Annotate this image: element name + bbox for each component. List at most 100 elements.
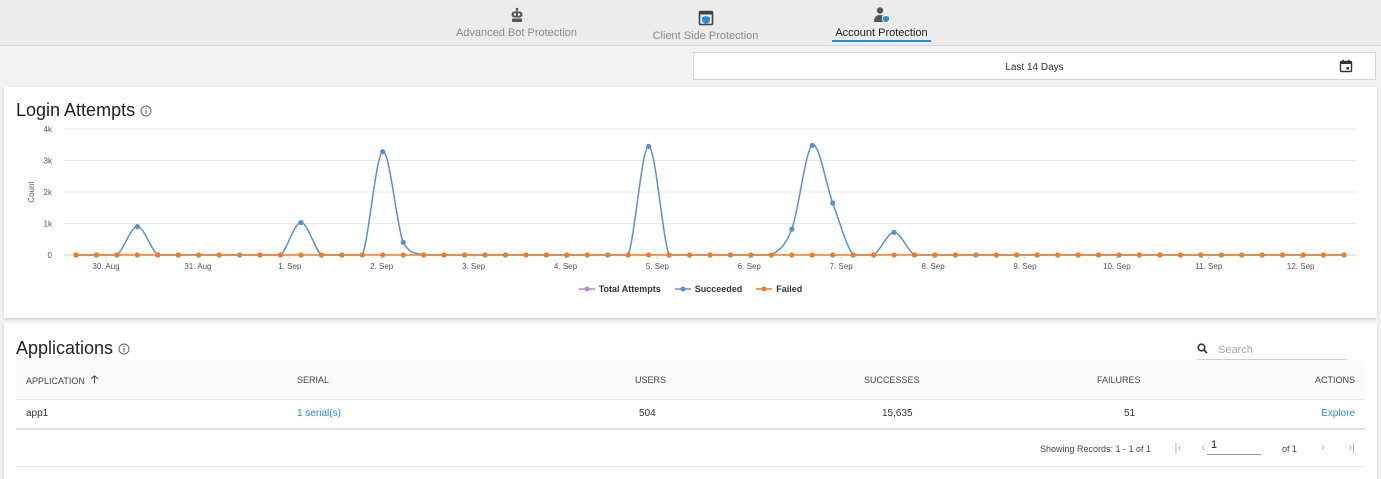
serials-link[interactable]: 1 serial(s) <box>297 408 341 419</box>
failed-point <box>277 252 284 258</box>
calendar-icon[interactable] <box>1339 59 1353 76</box>
search-input[interactable]: Search <box>1197 341 1347 360</box>
succeeded-point <box>298 219 304 226</box>
tab-account-protection[interactable]: Account Protection <box>832 6 931 44</box>
applications-title: Applications <box>16 338 114 358</box>
login-attempts-heading: Login Attempts <box>16 100 152 121</box>
succeeded-point <box>830 200 836 206</box>
failed-point <box>523 252 529 258</box>
failed-point <box>73 252 79 258</box>
y-axis-label: Count <box>27 181 36 203</box>
info-icon[interactable] <box>140 105 152 117</box>
x-tick-label: 9. Sep <box>1013 262 1037 271</box>
chart-legend: Total Attempts Succeeded Failed <box>4 284 1377 294</box>
failed-point <box>748 252 754 258</box>
failed-point <box>318 252 325 258</box>
failed-point <box>830 252 836 258</box>
failed-point <box>1218 252 1224 258</box>
failed-point <box>952 252 959 258</box>
page-number-input[interactable]: 1 <box>1207 439 1261 455</box>
failed-point <box>1198 252 1204 258</box>
x-tick-label: 31. Aug <box>184 262 211 271</box>
column-header-failures[interactable]: FAILURES <box>1097 375 1141 385</box>
user-shield-icon <box>873 6 891 24</box>
cell-application: app1 <box>26 408 49 419</box>
legend-label: Failed <box>776 284 803 294</box>
product-tabs: Advanced Bot Protection Client Side Prot… <box>0 0 1381 46</box>
failed-point <box>380 252 386 258</box>
failed-point <box>1300 252 1306 258</box>
login-attempts-title: Login Attempts <box>16 100 136 120</box>
table-header: APPLICATION SERIAL USERS SUCCESSES FAILU… <box>16 361 1365 400</box>
column-header-successes[interactable]: SUCCESSES <box>864 375 920 385</box>
y-tick-label: 1k <box>44 220 53 229</box>
failed-point <box>1341 252 1347 258</box>
failed-point <box>175 252 181 258</box>
cell-successes: 15,635 <box>882 408 913 419</box>
failed-point <box>257 252 263 258</box>
cell-users: 504 <box>639 408 656 419</box>
failed-point <box>1014 252 1020 258</box>
failed-point <box>237 252 243 258</box>
tab-label: Account Protection <box>835 27 928 39</box>
failed-point <box>564 252 570 258</box>
failed-point <box>707 252 713 258</box>
succeeded-point <box>789 226 795 232</box>
failed-point <box>93 252 100 258</box>
legend-item-failed[interactable]: Failed <box>756 284 802 294</box>
legend-label: Succeeded <box>694 284 743 294</box>
failed-point <box>441 252 447 258</box>
failed-point <box>850 252 856 258</box>
failed-point <box>993 252 999 258</box>
failed-point <box>1157 252 1163 258</box>
column-header-serial[interactable]: SERIAL <box>297 375 330 385</box>
failed-point <box>891 252 897 258</box>
failed-point <box>666 252 672 258</box>
applications-heading: Applications <box>16 338 130 359</box>
column-header-application[interactable]: APPLICATION <box>26 375 99 386</box>
failed-point <box>1075 252 1081 258</box>
tab-advanced-bot-protection[interactable]: Advanced Bot Protection <box>455 6 578 44</box>
x-tick-label: 11. Sep <box>1195 262 1223 271</box>
login-attempts-chart: 0 1k 2k 3k 4k Count 30. Aug 31. Aug 1. Sep 2. Sep… <box>27 125 1357 271</box>
x-tick-label: 6. Sep <box>738 262 762 271</box>
failed-point <box>421 252 427 258</box>
failed-point <box>134 252 140 258</box>
legend-item-total-attempts[interactable]: Total Attempts <box>578 284 661 294</box>
failed-point <box>584 252 590 258</box>
x-tick-label: 8. Sep <box>922 262 946 271</box>
previous-page-icon[interactable]: ‹ <box>1201 442 1205 454</box>
succeeded-point <box>809 142 815 148</box>
failed-point <box>646 252 652 258</box>
tab-client-side-protection[interactable]: Client Side Protection <box>652 9 759 47</box>
failed-point <box>789 252 795 258</box>
failed-point <box>482 252 488 258</box>
last-page-icon[interactable]: ›| <box>1348 442 1355 454</box>
tab-label: Advanced Bot Protection <box>455 27 578 39</box>
first-page-icon[interactable]: |‹ <box>1174 442 1181 454</box>
table-row: app1 1 serial(s) 504 15,635 51 Explore <box>16 399 1365 430</box>
failed-point <box>625 252 631 258</box>
column-header-users[interactable]: USERS <box>635 375 667 385</box>
column-header-actions: ACTIONS <box>1314 375 1355 385</box>
date-range-selector[interactable]: Last 14 Days <box>693 52 1376 80</box>
pagination: Showing Records: 1 - 1 of 1 |‹ ‹ 1 of 1 … <box>16 430 1365 467</box>
x-tick-label: 30. Aug <box>92 262 119 271</box>
sort-ascending-icon[interactable] <box>90 375 99 386</box>
explore-link[interactable]: Explore <box>1321 408 1355 419</box>
legend-item-succeeded[interactable]: Succeeded <box>674 284 743 294</box>
info-icon[interactable] <box>118 343 130 355</box>
legend-label: Total Attempts <box>598 284 661 294</box>
failed-point <box>339 252 345 258</box>
succeeded-point <box>400 239 406 245</box>
x-tick-label: 10. Sep <box>1103 262 1131 271</box>
browser-shield-icon <box>698 9 714 27</box>
succeeded-point <box>380 149 386 155</box>
y-tick-label: 4k <box>44 125 53 134</box>
search-placeholder: Search <box>1218 344 1253 356</box>
next-page-icon[interactable]: › <box>1321 442 1325 454</box>
records-summary: Showing Records: 1 - 1 of 1 <box>1039 444 1151 454</box>
failed-point <box>196 252 202 258</box>
search-icon <box>1197 341 1208 359</box>
failed-point <box>1239 252 1245 258</box>
